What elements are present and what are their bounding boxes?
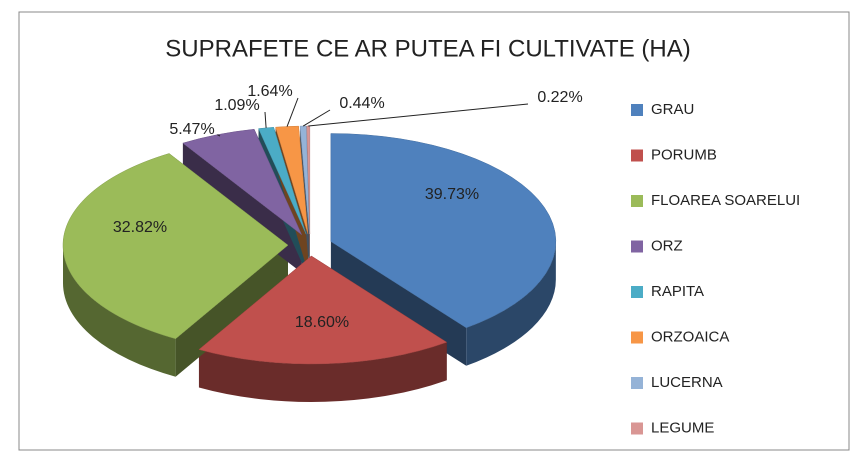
legend-label: FLOAREA SOARELUI	[651, 192, 800, 209]
legend-label: RAPITA	[651, 283, 704, 300]
legend-swatch	[631, 149, 643, 162]
data-label: 5.47%	[169, 121, 214, 138]
slice-side	[198, 342, 447, 402]
legend-swatch	[631, 422, 643, 435]
slice	[198, 255, 448, 365]
data-label: 0.44%	[339, 95, 384, 112]
data-label: 32.82%	[113, 219, 167, 236]
legend-label: PORUMB	[651, 146, 717, 163]
leader-line	[264, 111, 267, 128]
slice	[330, 133, 557, 329]
slice-tops	[62, 125, 557, 365]
leader-line	[217, 134, 221, 137]
legend-swatch	[631, 195, 643, 207]
legend-swatch	[631, 104, 643, 116]
slice-side	[175, 245, 289, 377]
slice-side	[466, 241, 556, 366]
legend-label: ORZOAICA	[651, 328, 729, 345]
leader-line	[302, 109, 331, 127]
leader-line	[308, 103, 529, 127]
data-label: 1.09%	[214, 97, 259, 114]
legend-label: ORZ	[651, 237, 683, 254]
slice-side	[63, 245, 176, 377]
legend-swatch	[631, 377, 643, 389]
data-label: 39.73%	[425, 186, 479, 203]
legend-swatch	[631, 331, 643, 344]
leader-line	[286, 97, 299, 127]
data-label: 18.60%	[295, 314, 349, 331]
chart-title: SUPRAFETE CE AR PUTEA FI CULTIVATE (HA)	[165, 35, 690, 62]
data-label: 1.64%	[247, 83, 292, 100]
data-label: 0.22%	[537, 89, 582, 106]
legend-label: GRAU	[651, 101, 694, 118]
legend-label: LEGUME	[651, 419, 714, 436]
slice	[62, 153, 289, 340]
legend-label: LUCERNA	[651, 374, 723, 391]
legend-swatch	[631, 240, 643, 253]
legend-swatch	[631, 286, 643, 298]
